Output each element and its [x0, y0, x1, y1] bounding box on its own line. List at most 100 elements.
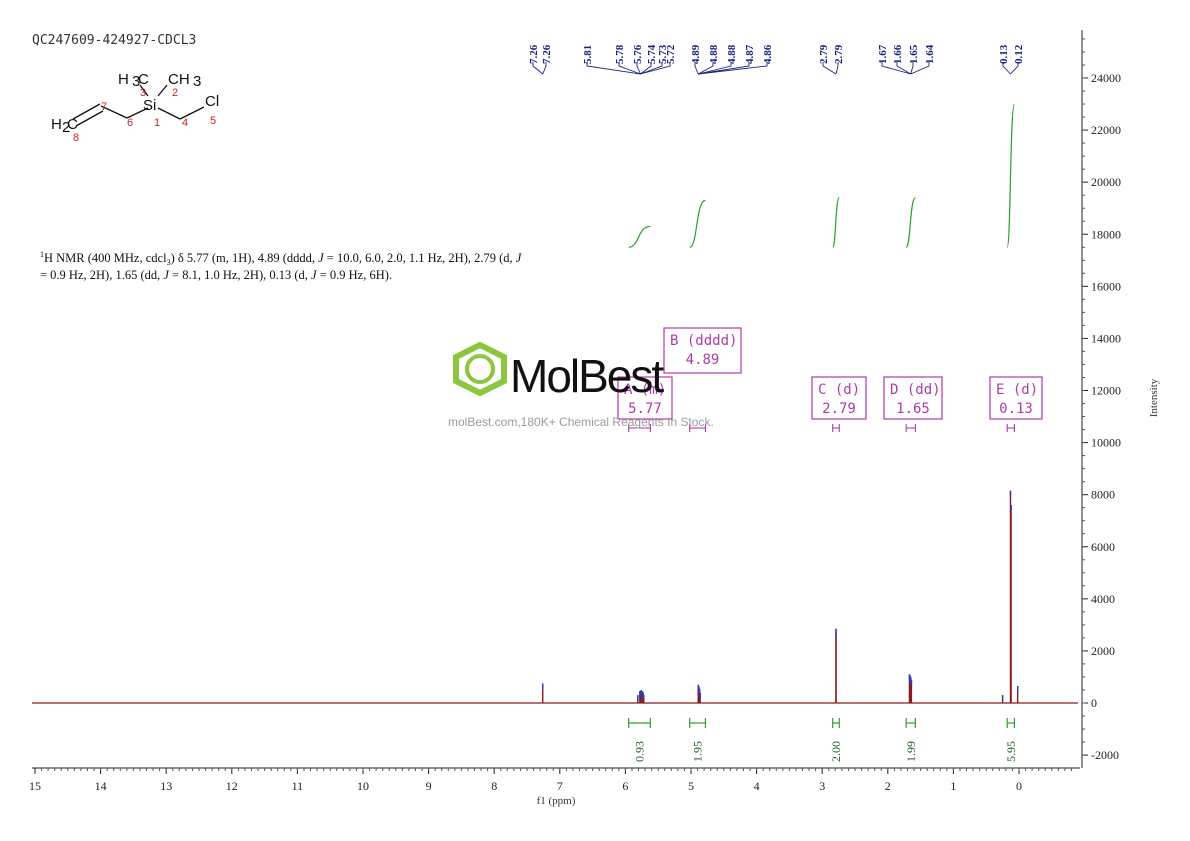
nmr-description-line-1: 1H NMR (400 MHz, cdcl3) δ 5.77 (m, 1H), … — [40, 250, 523, 267]
peak-shift-label: 2.79 — [818, 44, 830, 64]
y-tick-label: 8000 — [1091, 488, 1115, 502]
molbest-logo-icon — [453, 341, 507, 397]
nmr-j-symbol: J — [516, 251, 523, 265]
integral-curve — [628, 225, 651, 248]
multiplet-shift: 0.13 — [999, 401, 1033, 417]
watermark-brand: MolBest — [510, 350, 664, 402]
peak-leader-line — [698, 62, 732, 75]
peak-shift-label: 5.72 — [665, 44, 677, 64]
peak-shift-label: 5.81 — [582, 45, 594, 64]
peak-leader-line — [640, 62, 671, 75]
watermark-tagline: molBest.com,180K+ Chemical Reagents In S… — [448, 415, 714, 429]
x-tick-label: 15 — [29, 779, 41, 793]
x-tick-label: 13 — [160, 779, 172, 793]
x-tick-label: 4 — [754, 779, 760, 793]
multiplet-label: E (d) — [996, 382, 1038, 398]
peak-shift-label: 0.13 — [998, 44, 1010, 64]
y-tick-label: 12000 — [1091, 384, 1121, 398]
y-tick-label: 6000 — [1091, 540, 1115, 554]
peak-labels: 7.26 7.26 5.81 5.78 5.76 5.74 5.735.72 4.89 4.88… — [528, 44, 1025, 75]
atom-number-4: 4 — [182, 117, 188, 129]
peak-leader-line — [636, 62, 641, 75]
peak-shift-label: 5.73 — [657, 44, 669, 64]
y-axis-title: Intensity — [1148, 378, 1160, 417]
atom-h2-sub: 2 — [62, 119, 70, 136]
y-tick-label: 20000 — [1091, 175, 1121, 189]
atom-c: C — [138, 71, 149, 88]
multiplet-box — [663, 327, 742, 374]
integral-value: 5.95 — [1004, 741, 1018, 762]
peak-leader-line — [694, 62, 699, 75]
y-tick-label: 14000 — [1091, 331, 1121, 345]
multiplet-boxes: A (m) 5.77 B (dddd) 4.89 C (d) 2.79 D (dd) 1.65… — [617, 327, 1043, 432]
multiplet-shift: 5.77 — [628, 401, 662, 417]
multiplet-box — [883, 376, 943, 420]
integral-value: 2.00 — [829, 741, 843, 762]
peak-leader-line — [698, 62, 714, 75]
integral-curve — [832, 197, 840, 248]
peak-shift-label: 7.26 — [541, 44, 553, 64]
multiplet-box — [617, 376, 673, 420]
peak-shift-label: 5.76 — [632, 44, 644, 64]
peak-shift-label: 4.86 — [762, 44, 774, 64]
x-tick-label: 14 — [95, 779, 107, 793]
atom-number-5: 5 — [210, 115, 216, 127]
nmr-j-symbol: J — [318, 251, 325, 265]
y-tick-label: 4000 — [1091, 592, 1115, 606]
nmr-text-part: = 10.0, 6.0, 2.0, 1.1 Hz, 2H), 2.79 (d, — [324, 251, 516, 265]
y-tick-label: 10000 — [1091, 436, 1121, 450]
x-tick-label: 7 — [557, 779, 563, 793]
peak-shift-label: 4.87 — [744, 44, 756, 64]
peak-shift-label: 4.89 — [690, 44, 702, 64]
peak-shift-label: 5.78 — [614, 44, 626, 64]
nmr-j-symbol: J — [311, 268, 318, 282]
y-tick-label: 22000 — [1091, 123, 1121, 137]
multiplet-label: C (d) — [818, 382, 860, 398]
y-tick-label: 2000 — [1091, 644, 1115, 658]
multiplet-label: B (dddd) — [670, 333, 737, 349]
multiplet-shift: 4.89 — [686, 352, 720, 368]
atom-ch3-sub: 3 — [193, 73, 201, 90]
x-tick-label: 8 — [491, 779, 497, 793]
peak-leader-line — [698, 62, 750, 75]
nmr-text-part: H NMR (400 MHz, cdcl — [44, 251, 167, 265]
peak-leader-line — [896, 62, 911, 75]
peak-leader-line — [532, 62, 544, 75]
y-tick-label: -2000 — [1091, 748, 1119, 762]
peak-leader-line — [586, 62, 641, 75]
logo-hexagon-ring — [465, 354, 495, 384]
y-tick-label: 24000 — [1091, 71, 1121, 85]
integral-value: 1.95 — [691, 741, 705, 762]
atom-h3: H — [118, 71, 129, 88]
y-ticks: 2400022000200001800016000140001200010000… — [1082, 38, 1121, 762]
x-tick-label: 0 — [1016, 779, 1022, 793]
spectrum-trace — [32, 490, 1078, 704]
peak-shift-label: 7.26 — [528, 44, 540, 64]
integral-value: 0.93 — [633, 741, 647, 762]
multiplet-shift: 2.79 — [822, 401, 856, 417]
nmr-description-line-2: = 0.9 Hz, 2H), 1.65 (dd, J = 8.1, 1.0 Hz… — [40, 268, 392, 282]
sample-id: QC247609-424927-CDCL3 — [32, 33, 196, 48]
nmr-text-part: ) δ 5.77 (m, 1H), 4.89 (dddd, — [171, 251, 319, 265]
peak-shift-label: 1.67 — [877, 44, 889, 64]
atom-h3-sub: 3 — [132, 73, 140, 90]
y-tick-label: 0 — [1091, 696, 1097, 710]
chemical-structure: H 3 C CH 3 Si Cl H 2 C 3 2 7 6 1 4 5 8 — [51, 71, 219, 144]
atom-number-2: 2 — [172, 87, 178, 99]
atom-number-3: 3 — [140, 87, 146, 99]
peak-leader-line — [542, 62, 547, 75]
nmr-text-part: = 8.1, 1.0 Hz, 2H), 0.13 (d, — [169, 268, 311, 282]
peak-leader-line — [910, 62, 914, 75]
multiplet-box — [989, 376, 1043, 420]
x-axis-title: f1 (ppm) — [537, 795, 576, 807]
logo-hexagon-outer — [453, 341, 507, 397]
peak-shift-label: 2.79 — [833, 44, 845, 64]
x-tick-label: 9 — [426, 779, 432, 793]
nmr-j-symbol: J — [163, 268, 170, 282]
y-tick-label: 16000 — [1091, 279, 1121, 293]
x-tick-label: 6 — [622, 779, 628, 793]
peak-shift-label: 4.88 — [726, 44, 738, 64]
nmr-subscript: 3 — [167, 258, 171, 267]
peak-leader-line — [618, 62, 641, 75]
multiplet-box — [811, 376, 867, 420]
